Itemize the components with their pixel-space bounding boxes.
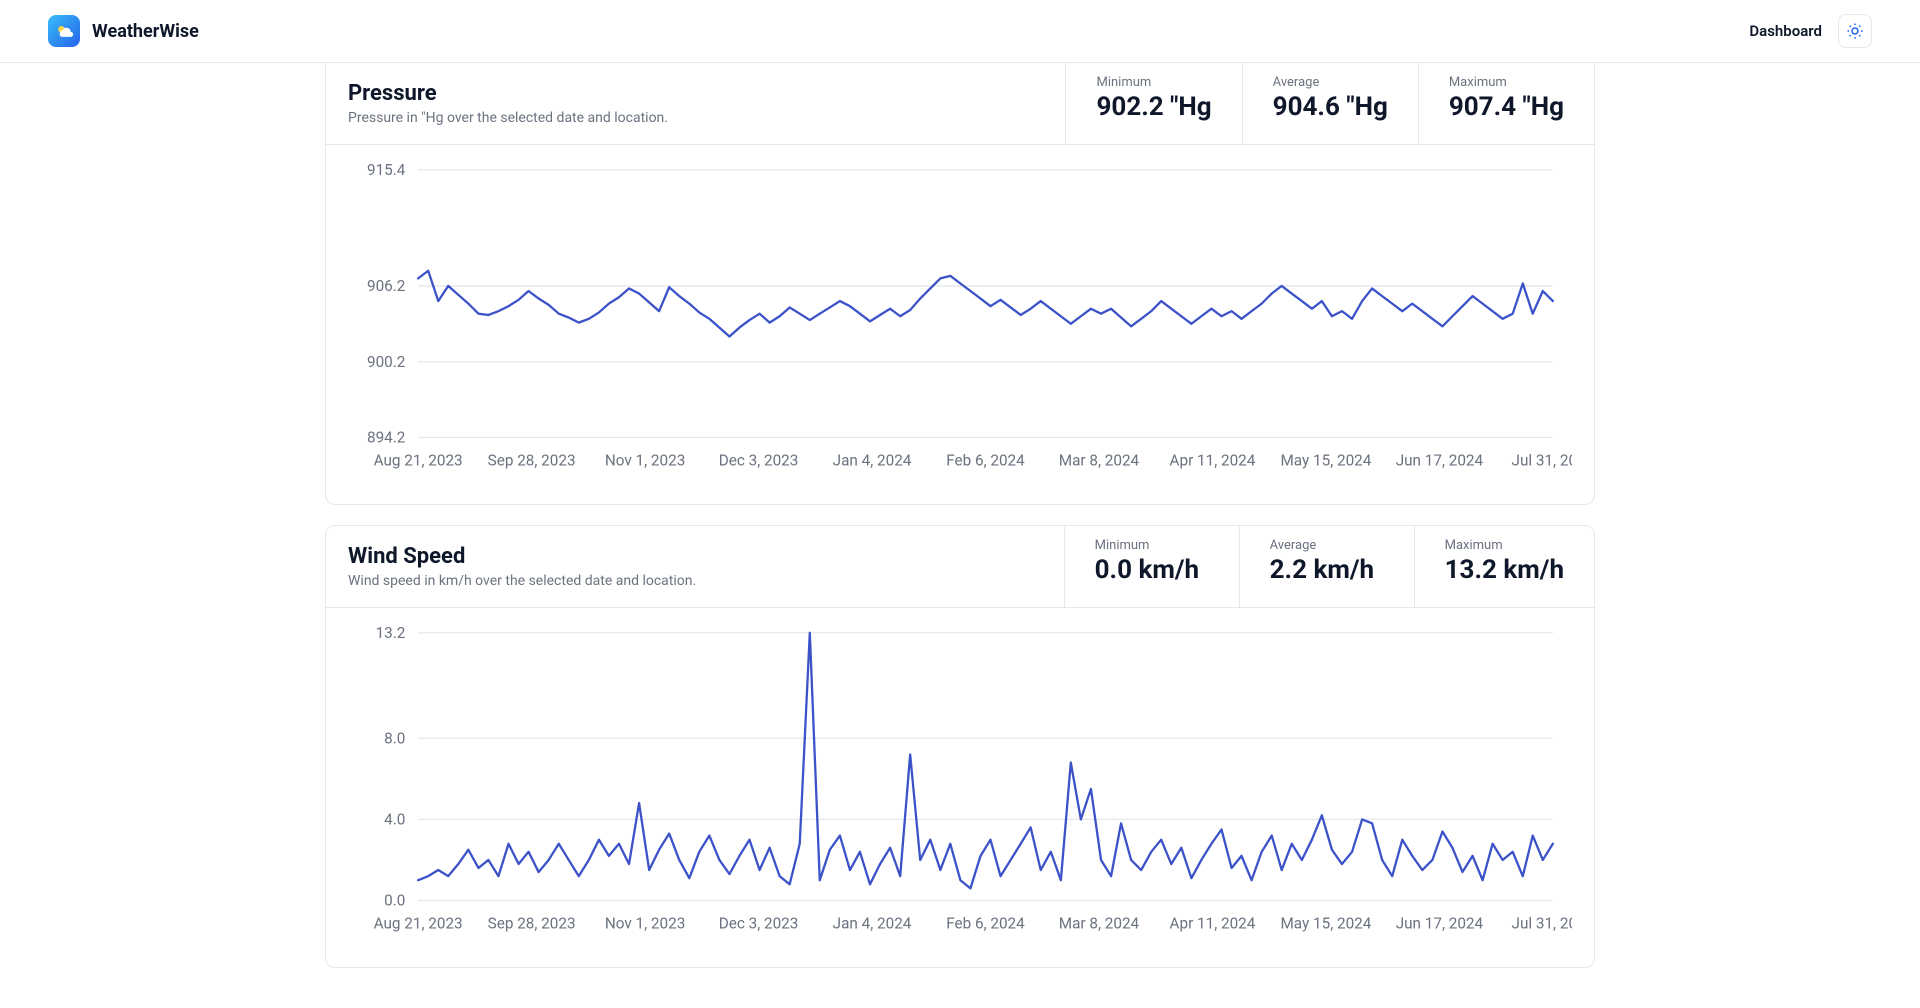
app-name: WeatherWise <box>92 21 199 42</box>
stat-label: Minimum <box>1095 538 1209 553</box>
wind-title: Wind Speed <box>348 544 1042 569</box>
wind-stat-min: Minimum 0.0 km/h <box>1064 526 1239 607</box>
wind-card-header: Wind Speed Wind speed in km/h over the s… <box>326 526 1594 608</box>
svg-text:Nov 1, 2023: Nov 1, 2023 <box>605 914 685 932</box>
svg-text:Feb 6, 2024: Feb 6, 2024 <box>946 914 1025 932</box>
svg-text:Aug 21, 2023: Aug 21, 2023 <box>374 452 463 470</box>
header-right: Dashboard <box>1749 14 1872 48</box>
pressure-stat-avg: Average 904.6 "Hg <box>1242 63 1418 144</box>
svg-text:4.0: 4.0 <box>384 810 405 828</box>
wind-card: Wind Speed Wind speed in km/h over the s… <box>325 525 1595 968</box>
svg-text:Jan 4, 2024: Jan 4, 2024 <box>833 914 912 932</box>
svg-text:Feb 6, 2024: Feb 6, 2024 <box>946 452 1025 470</box>
svg-text:Jul 31, 2024: Jul 31, 2024 <box>1512 914 1572 932</box>
page-content: Pressure Pressure in "Hg over the select… <box>325 62 1595 1008</box>
theme-toggle-button[interactable] <box>1838 14 1872 48</box>
pressure-title-block: Pressure Pressure in "Hg over the select… <box>326 63 1065 144</box>
pressure-card-header: Pressure Pressure in "Hg over the select… <box>326 63 1594 145</box>
nav-dashboard[interactable]: Dashboard <box>1749 22 1822 40</box>
pressure-stat-max: Maximum 907.4 "Hg <box>1418 63 1594 144</box>
svg-text:Sep 28, 2023: Sep 28, 2023 <box>488 914 576 932</box>
svg-text:906.2: 906.2 <box>367 277 406 295</box>
svg-text:915.4: 915.4 <box>367 161 406 179</box>
svg-text:Jun 17, 2024: Jun 17, 2024 <box>1396 452 1484 470</box>
svg-text:Dec 3, 2023: Dec 3, 2023 <box>719 452 799 470</box>
svg-text:Jul 31, 2024: Jul 31, 2024 <box>1512 452 1572 470</box>
svg-text:Aug 21, 2023: Aug 21, 2023 <box>374 914 463 932</box>
svg-text:Apr 11, 2024: Apr 11, 2024 <box>1170 452 1256 470</box>
svg-text:Apr 11, 2024: Apr 11, 2024 <box>1170 914 1256 932</box>
svg-text:May 15, 2024: May 15, 2024 <box>1280 452 1371 470</box>
svg-text:13.2: 13.2 <box>376 624 406 642</box>
pressure-title: Pressure <box>348 81 1043 106</box>
stat-label: Maximum <box>1449 75 1564 90</box>
wind-stat-avg: Average 2.2 km/h <box>1239 526 1414 607</box>
svg-text:8.0: 8.0 <box>384 729 405 747</box>
svg-text:Dec 3, 2023: Dec 3, 2023 <box>719 914 799 932</box>
wind-stat-max: Maximum 13.2 km/h <box>1414 526 1594 607</box>
pressure-chart: 915.4 906.2 900.2 894.2 Aug 21, 2023 Sep 28, … <box>348 157 1572 476</box>
wind-chart: 13.2 8.0 4.0 0.0 Aug 21, 2023 Sep 28, 2023 Nov… <box>348 620 1572 939</box>
stat-label: Minimum <box>1096 75 1211 90</box>
stat-value: 13.2 km/h <box>1445 555 1564 585</box>
stat-label: Average <box>1270 538 1384 553</box>
wind-subtitle: Wind speed in km/h over the selected dat… <box>348 573 1042 589</box>
pressure-chart-area: 915.4 906.2 900.2 894.2 Aug 21, 2023 Sep 28, … <box>326 145 1594 504</box>
stat-value: 902.2 "Hg <box>1096 92 1211 122</box>
svg-text:0.0: 0.0 <box>384 891 405 909</box>
svg-text:894.2: 894.2 <box>367 429 406 447</box>
svg-text:Sep 28, 2023: Sep 28, 2023 <box>488 452 576 470</box>
stat-value: 904.6 "Hg <box>1273 92 1388 122</box>
brand: WeatherWise <box>48 15 199 47</box>
stat-value: 0.0 km/h <box>1095 555 1209 585</box>
svg-text:900.2: 900.2 <box>367 353 406 371</box>
svg-text:Jan 4, 2024: Jan 4, 2024 <box>833 452 912 470</box>
stat-label: Average <box>1273 75 1388 90</box>
pressure-subtitle: Pressure in "Hg over the selected date a… <box>348 110 1043 126</box>
stat-value: 2.2 km/h <box>1270 555 1384 585</box>
pressure-card: Pressure Pressure in "Hg over the select… <box>325 62 1595 505</box>
app-logo-icon <box>48 15 80 47</box>
app-header: WeatherWise Dashboard <box>0 0 1920 63</box>
stat-value: 907.4 "Hg <box>1449 92 1564 122</box>
stat-label: Maximum <box>1445 538 1564 553</box>
svg-text:Jun 17, 2024: Jun 17, 2024 <box>1396 914 1484 932</box>
wind-chart-area: 13.2 8.0 4.0 0.0 Aug 21, 2023 Sep 28, 2023 Nov… <box>326 608 1594 967</box>
pressure-stat-min: Minimum 902.2 "Hg <box>1065 63 1241 144</box>
svg-text:Mar 8, 2024: Mar 8, 2024 <box>1059 452 1140 470</box>
svg-text:May 15, 2024: May 15, 2024 <box>1280 914 1371 932</box>
sun-icon <box>1846 22 1864 40</box>
wind-title-block: Wind Speed Wind speed in km/h over the s… <box>326 526 1064 607</box>
svg-text:Nov 1, 2023: Nov 1, 2023 <box>605 452 685 470</box>
svg-text:Mar 8, 2024: Mar 8, 2024 <box>1059 914 1140 932</box>
